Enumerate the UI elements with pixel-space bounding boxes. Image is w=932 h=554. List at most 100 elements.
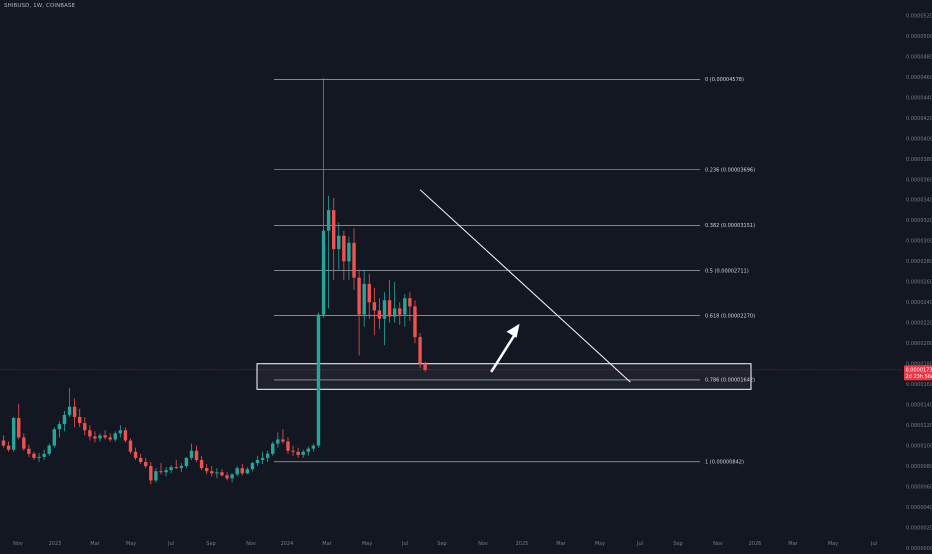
candle[interactable] <box>12 417 15 452</box>
candle-body <box>195 451 198 460</box>
candle[interactable] <box>119 425 122 437</box>
candle[interactable] <box>281 429 284 443</box>
candle[interactable] <box>271 442 274 456</box>
candle[interactable] <box>175 460 178 469</box>
candle[interactable] <box>291 446 294 456</box>
candle[interactable] <box>98 433 101 441</box>
candle[interactable] <box>42 450 45 460</box>
candle[interactable] <box>251 462 254 471</box>
candle[interactable] <box>322 78 325 318</box>
candle-body <box>362 284 365 315</box>
candle[interactable] <box>37 453 40 462</box>
candle[interactable] <box>398 302 401 325</box>
candle[interactable] <box>342 231 345 280</box>
x-tick-label: Jul <box>870 541 877 547</box>
candle-body <box>2 441 5 446</box>
candle[interactable] <box>149 462 152 485</box>
candle[interactable] <box>296 448 299 458</box>
candle[interactable] <box>413 300 416 343</box>
arrow-head[interactable] <box>507 324 520 338</box>
candle[interactable] <box>403 294 406 327</box>
candle[interactable] <box>139 454 142 464</box>
candle[interactable] <box>241 464 244 475</box>
candle[interactable] <box>73 399 76 428</box>
candle[interactable] <box>159 463 162 474</box>
candle[interactable] <box>327 196 330 309</box>
candle[interactable] <box>225 472 228 480</box>
descending-trendline[interactable] <box>420 190 630 382</box>
candle[interactable] <box>332 198 335 280</box>
candle[interactable] <box>210 466 213 476</box>
candle[interactable] <box>256 456 259 466</box>
candle[interactable] <box>205 464 208 474</box>
candle[interactable] <box>7 442 10 452</box>
candle[interactable] <box>368 274 371 319</box>
candle[interactable] <box>22 433 25 450</box>
candle[interactable] <box>302 450 305 458</box>
candle[interactable] <box>53 427 56 447</box>
candle[interactable] <box>68 388 71 417</box>
candle[interactable] <box>215 468 218 478</box>
candle[interactable] <box>378 298 381 329</box>
support-zone-box[interactable] <box>257 364 751 390</box>
candle-body <box>378 310 381 318</box>
candle-body <box>78 417 81 423</box>
candle[interactable] <box>317 313 320 448</box>
candle[interactable] <box>180 463 183 472</box>
candle[interactable] <box>17 404 20 440</box>
candle[interactable] <box>129 438 132 453</box>
candle[interactable] <box>286 437 289 453</box>
candle[interactable] <box>134 448 137 460</box>
candle[interactable] <box>388 280 391 323</box>
candle-body <box>251 463 254 469</box>
candle[interactable] <box>418 333 421 368</box>
candle[interactable] <box>195 446 198 462</box>
candle[interactable] <box>108 433 111 441</box>
candle[interactable] <box>27 445 30 457</box>
candle[interactable] <box>220 469 223 476</box>
candle[interactable] <box>230 473 233 482</box>
candle[interactable] <box>373 288 376 335</box>
candle[interactable] <box>383 292 386 345</box>
candle[interactable] <box>103 430 106 439</box>
candle[interactable] <box>190 444 193 460</box>
candle[interactable] <box>88 425 91 440</box>
candle[interactable] <box>362 270 365 327</box>
candle-body <box>185 458 188 466</box>
candle[interactable] <box>185 457 188 468</box>
candle-body <box>169 467 172 470</box>
candle[interactable] <box>246 467 249 474</box>
candle[interactable] <box>48 444 51 456</box>
candle[interactable] <box>261 452 264 464</box>
candle[interactable] <box>114 431 117 441</box>
candle[interactable] <box>83 417 86 435</box>
candle[interactable] <box>164 467 167 476</box>
x-tick-label: Nov <box>478 541 488 547</box>
candle[interactable] <box>78 409 81 427</box>
candle[interactable] <box>235 466 238 476</box>
candle[interactable] <box>266 451 269 462</box>
candle[interactable] <box>307 447 310 456</box>
candle[interactable] <box>352 229 355 290</box>
candle[interactable] <box>63 411 66 431</box>
candle[interactable] <box>347 237 350 280</box>
candle[interactable] <box>169 465 172 473</box>
candle[interactable] <box>393 282 396 323</box>
candle[interactable] <box>154 468 157 482</box>
candle[interactable] <box>32 452 35 460</box>
candle[interactable] <box>276 432 279 447</box>
candle[interactable] <box>144 458 147 468</box>
candle[interactable] <box>312 444 315 452</box>
candle[interactable] <box>2 435 5 447</box>
candle[interactable] <box>337 222 340 269</box>
candle[interactable] <box>200 456 203 470</box>
candle[interactable] <box>93 431 96 442</box>
candle[interactable] <box>357 270 360 356</box>
candle[interactable] <box>58 421 61 437</box>
candle[interactable] <box>124 427 127 442</box>
candle[interactable] <box>408 292 411 321</box>
